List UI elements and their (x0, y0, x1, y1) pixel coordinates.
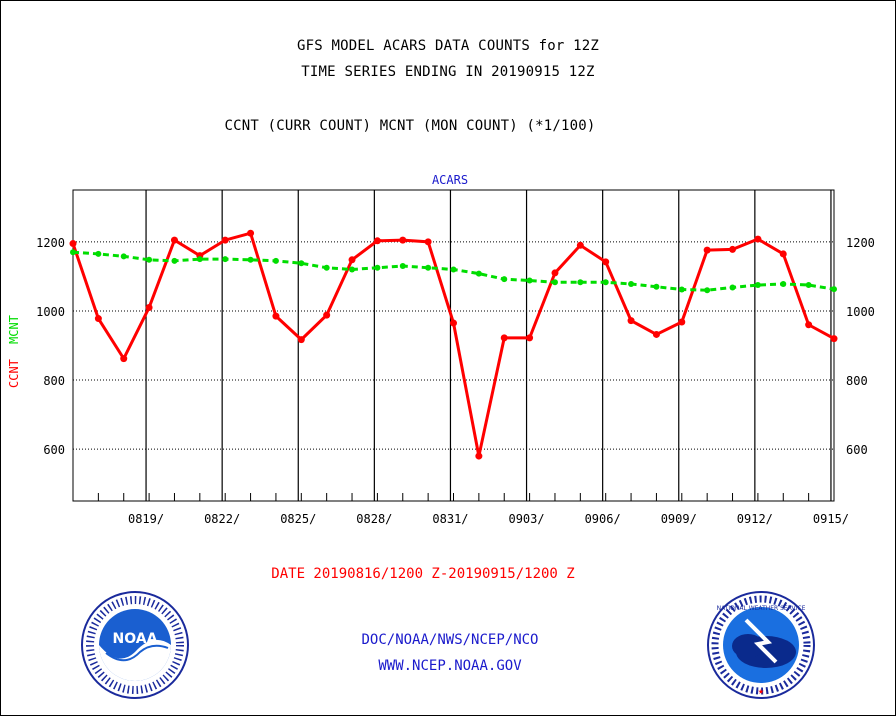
point-ccnt-25 (703, 246, 711, 254)
ytick-left-800: 800 (43, 374, 65, 388)
point-mcnt-8 (272, 257, 279, 264)
xtick-label-9: 0915/ (813, 512, 849, 526)
point-ccnt-3 (145, 303, 153, 311)
ytick-left-1200: 1200 (36, 236, 65, 250)
xtick-label-0: 0819/ (128, 512, 164, 526)
point-ccnt-1 (94, 315, 102, 323)
point-ccnt-0 (69, 240, 77, 248)
point-ccnt-28 (779, 250, 787, 258)
point-ccnt-7 (247, 229, 255, 237)
date-range: DATE 20190816/1200 Z-20190915/1200 Z (271, 566, 575, 582)
noaa-logo: NOAA (81, 591, 189, 699)
ytick-right-800: 800 (846, 374, 868, 388)
point-ccnt-15 (450, 319, 457, 327)
ytick-right-600: 600 (846, 443, 868, 457)
point-ccnt-8 (272, 312, 280, 320)
point-ccnt-27 (754, 235, 762, 243)
nws-star: ★ (758, 686, 764, 697)
point-mcnt-23 (653, 283, 660, 290)
point-ccnt-22 (627, 317, 635, 325)
point-mcnt-25 (704, 287, 711, 294)
xtick-label-1: 0822/ (204, 512, 240, 526)
point-mcnt-11 (349, 266, 356, 273)
point-mcnt-29 (805, 282, 812, 289)
point-mcnt-12 (374, 264, 381, 271)
footer-url[interactable]: WWW.NCEP.NOAA.GOV (378, 658, 522, 674)
point-mcnt-28 (780, 280, 787, 287)
series-layer (69, 229, 838, 460)
xtick-label-8: 0912/ (737, 512, 773, 526)
point-mcnt-5 (196, 256, 203, 263)
point-mcnt-9 (298, 260, 305, 267)
xtick-label-7: 0909/ (661, 512, 697, 526)
chart-title-line2: TIME SERIES ENDING IN 20190915 12Z (301, 64, 595, 80)
point-mcnt-19 (551, 279, 558, 286)
point-mcnt-2 (120, 253, 127, 260)
point-mcnt-27 (754, 282, 761, 289)
grid-layer (73, 190, 834, 501)
point-mcnt-6 (222, 256, 229, 263)
chart-title-line3: CCNT (CURR COUNT) MCNT (MON COUNT) (*1/1… (224, 118, 596, 134)
xtick-label-4: 0831/ (432, 512, 468, 526)
point-mcnt-10 (323, 264, 330, 271)
point-ccnt-4 (170, 236, 178, 244)
point-mcnt-16 (475, 270, 482, 277)
point-ccnt-20 (576, 241, 584, 249)
point-ccnt-9 (297, 336, 305, 344)
point-ccnt-23 (652, 330, 660, 338)
point-mcnt-22 (628, 280, 635, 287)
ylabel-ccnt: CCNT (7, 359, 21, 388)
point-ccnt-6 (221, 236, 229, 244)
xtick-label-2: 0825/ (280, 512, 316, 526)
nws-logo: ★ NATIONAL WEATHER SERVICE (707, 591, 815, 699)
xtick-label-6: 0906/ (585, 512, 621, 526)
plot-title: ACARS (432, 173, 468, 187)
ytick-left-1000: 1000 (36, 305, 65, 319)
nws-logo-text: NATIONAL WEATHER SERVICE (717, 605, 806, 612)
point-ccnt-16 (475, 452, 483, 460)
ytick-left-600: 600 (43, 443, 65, 457)
point-mcnt-13 (399, 263, 406, 270)
point-mcnt-1 (95, 250, 102, 257)
xtick-label-3: 0828/ (356, 512, 392, 526)
point-mcnt-20 (577, 279, 584, 286)
point-mcnt-7 (247, 256, 254, 263)
point-mcnt-30 (831, 286, 837, 293)
point-ccnt-21 (602, 258, 610, 266)
point-ccnt-11 (348, 256, 356, 264)
point-ccnt-24 (678, 318, 686, 326)
point-ccnt-19 (551, 269, 559, 277)
point-mcnt-4 (171, 257, 178, 264)
ytick-right-1200: 1200 (846, 236, 875, 250)
point-ccnt-29 (805, 321, 813, 329)
point-ccnt-10 (323, 311, 331, 319)
ylabel-mcnt: MCNT (7, 315, 21, 344)
point-ccnt-14 (424, 238, 432, 246)
point-mcnt-17 (501, 276, 508, 283)
point-mcnt-18 (526, 277, 533, 284)
plot-frame (72, 189, 835, 502)
footer-org: DOC/NOAA/NWS/NCEP/NCO (361, 632, 539, 648)
point-ccnt-13 (399, 236, 407, 244)
point-ccnt-17 (500, 334, 508, 342)
point-mcnt-14 (425, 264, 432, 271)
noaa-logo-text: NOAA (113, 631, 158, 647)
axis-layer: 600 600 800 800 1000 1000 1200 1200 0819/0822/08… (36, 189, 875, 526)
point-mcnt-24 (678, 286, 685, 293)
point-ccnt-18 (526, 334, 534, 342)
point-mcnt-3 (146, 256, 153, 263)
xtick-label-5: 0903/ (508, 512, 544, 526)
point-ccnt-30 (830, 335, 838, 343)
point-mcnt-0 (70, 249, 76, 256)
point-ccnt-12 (373, 237, 381, 245)
point-ccnt-2 (120, 355, 128, 363)
point-mcnt-21 (602, 279, 609, 286)
chart-title-line1: GFS MODEL ACARS DATA COUNTS for 12Z (296, 38, 599, 54)
point-mcnt-15 (450, 266, 457, 273)
point-mcnt-26 (729, 284, 736, 291)
ytick-right-1000: 1000 (846, 305, 875, 319)
point-ccnt-26 (729, 245, 737, 253)
